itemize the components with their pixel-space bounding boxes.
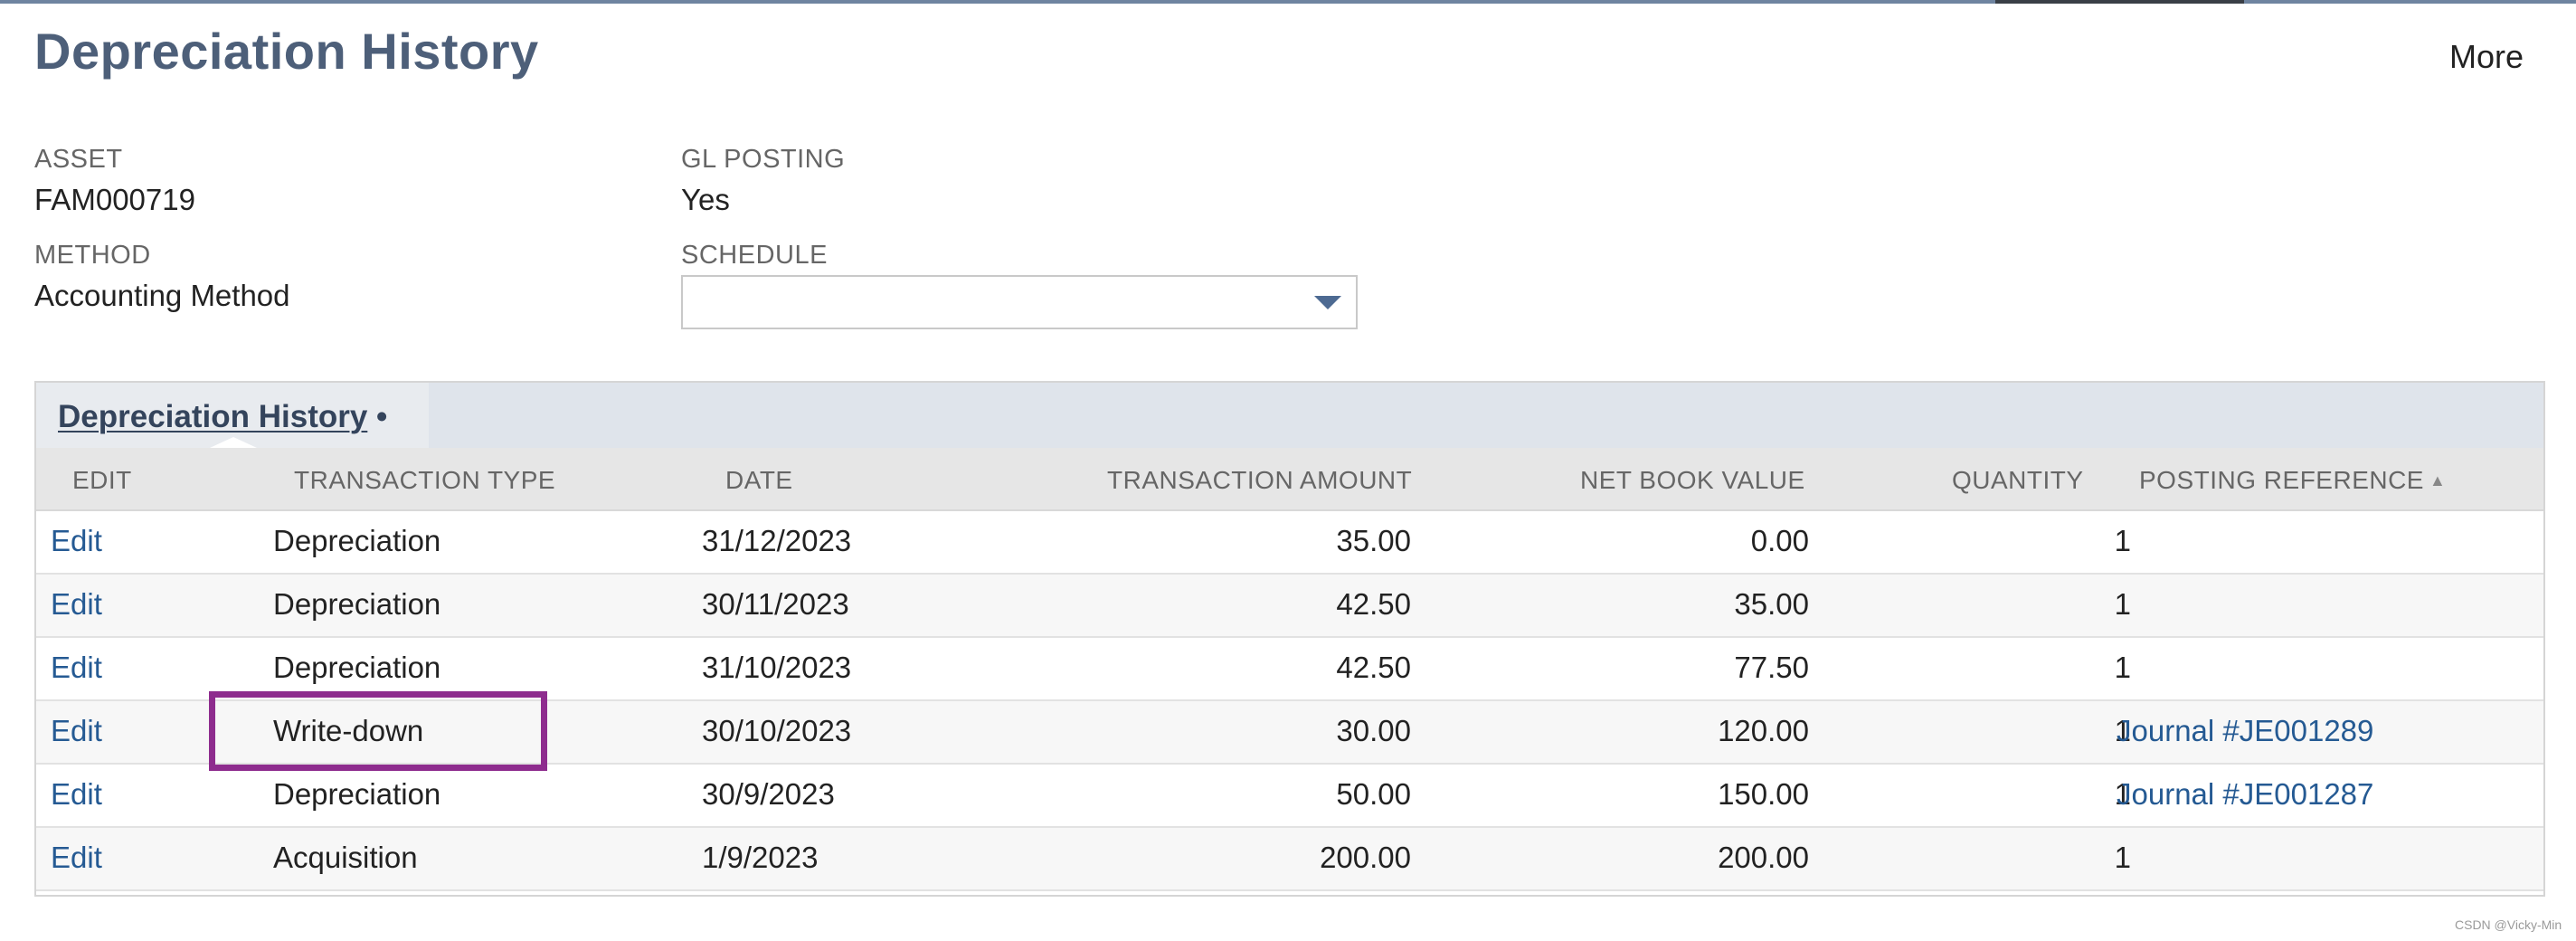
schedule-label: SCHEDULE: [681, 241, 828, 270]
method-value: Accounting Method: [34, 279, 290, 312]
watermark: CSDN @Vicky-Min: [2455, 917, 2562, 932]
cell-transaction-amount: 200.00: [1320, 841, 1411, 874]
col-header-quantity[interactable]: QUANTITY: [1952, 466, 2084, 494]
cell-date: 30/9/2023: [702, 777, 835, 811]
col-header-transaction-amount[interactable]: TRANSACTION AMOUNT: [1107, 466, 1413, 494]
annotation-highlight-box: [209, 691, 547, 771]
gl-posting-value: Yes: [681, 183, 730, 216]
edit-link[interactable]: Edit: [51, 587, 102, 621]
table-row: Edit Depreciation 31/12/2023 35.00 0.00 …: [36, 511, 2543, 575]
cell-quantity: 1: [2114, 587, 2131, 621]
edit-link[interactable]: Edit: [51, 524, 102, 557]
cell-transaction-type: Depreciation: [273, 587, 441, 621]
cell-transaction-amount: 30.00: [1336, 714, 1411, 747]
cell-net-book-value: 0.00: [1750, 524, 1809, 557]
cell-date: 30/10/2023: [702, 714, 852, 747]
asset-label: ASSET: [34, 145, 123, 174]
dropdown-arrow-icon[interactable]: [1314, 296, 1341, 309]
cell-posting-reference[interactable]: Journal #JE001287: [2117, 777, 2374, 811]
cell-quantity: 1: [2114, 777, 2131, 811]
cell-quantity: 1: [2114, 524, 2131, 557]
cell-transaction-amount: 42.50: [1336, 651, 1411, 684]
cell-quantity: 1: [2114, 651, 2131, 684]
table-row: Edit Depreciation 31/10/2023 42.50 77.50…: [36, 638, 2543, 701]
depreciation-history-sublist: Depreciation History • EDIT TRANSACTION …: [34, 381, 2545, 897]
cell-transaction-amount: 35.00: [1336, 524, 1411, 557]
edit-link[interactable]: Edit: [51, 841, 102, 874]
cell-transaction-amount: 50.00: [1336, 777, 1411, 811]
col-header-posting-reference[interactable]: POSTING REFERENCE ▲: [2139, 466, 2446, 495]
cell-date: 31/10/2023: [702, 651, 852, 684]
cell-date: 30/11/2023: [702, 587, 849, 621]
cell-transaction-type: Write-down: [273, 714, 424, 747]
column-header-row: EDIT TRANSACTION TYPE DATE TRANSACTION A…: [36, 448, 2543, 511]
col-header-edit[interactable]: EDIT: [72, 466, 132, 494]
cell-transaction-amount: 42.50: [1336, 587, 1411, 621]
table-row: Edit Write-down 30/10/2023 30.00 120.00 …: [36, 701, 2543, 765]
table-row: Edit Depreciation 30/9/2023 50.00 150.00…: [36, 765, 2543, 828]
cell-transaction-type: Depreciation: [273, 651, 441, 684]
edit-link[interactable]: Edit: [51, 777, 102, 811]
edit-link[interactable]: Edit: [51, 651, 102, 684]
tab-marker-dot: •: [376, 399, 388, 434]
sort-ascending-icon: ▲: [2429, 471, 2447, 490]
sublist-tab-label: Depreciation History: [58, 399, 368, 434]
col-header-net-book-value[interactable]: NET BOOK VALUE: [1580, 466, 1805, 494]
top-accent-bar: [0, 0, 2576, 4]
cell-quantity: 1: [2114, 841, 2131, 874]
method-label: METHOD: [34, 241, 151, 270]
cell-transaction-type: Depreciation: [273, 777, 441, 811]
cell-date: 31/12/2023: [702, 524, 852, 557]
cell-date: 1/9/2023: [702, 841, 819, 874]
cell-transaction-type: Acquisition: [273, 841, 418, 874]
cell-posting-reference[interactable]: Journal #JE001289: [2117, 714, 2374, 747]
tab-pointer: [210, 437, 257, 448]
table-row: Edit Depreciation 30/11/2023 42.50 35.00…: [36, 575, 2543, 638]
page-title: Depreciation History: [34, 23, 539, 80]
col-header-transaction-type[interactable]: TRANSACTION TYPE: [294, 466, 556, 494]
more-button[interactable]: More: [2449, 38, 2524, 75]
posting-reference-label: POSTING REFERENCE: [2139, 466, 2424, 494]
top-accent-tab: [1995, 0, 2244, 4]
gl-posting-label: GL POSTING: [681, 145, 846, 174]
cell-net-book-value: 35.00: [1734, 587, 1809, 621]
cell-net-book-value: 77.50: [1734, 651, 1809, 684]
table-row: Edit Acquisition 1/9/2023 200.00 200.00 …: [36, 828, 2543, 891]
cell-transaction-type: Depreciation: [273, 524, 441, 557]
tab-depreciation-history[interactable]: Depreciation History •: [36, 383, 429, 448]
col-header-date[interactable]: DATE: [725, 466, 793, 494]
cell-quantity: 1: [2114, 714, 2131, 747]
edit-link[interactable]: Edit: [51, 714, 102, 747]
asset-value[interactable]: FAM000719: [34, 183, 195, 216]
cell-net-book-value: 120.00: [1718, 714, 1809, 747]
cell-net-book-value: 150.00: [1718, 777, 1809, 811]
schedule-select[interactable]: [681, 275, 1358, 329]
cell-net-book-value: 200.00: [1718, 841, 1809, 874]
sublist-tab-bar: [36, 383, 2543, 448]
